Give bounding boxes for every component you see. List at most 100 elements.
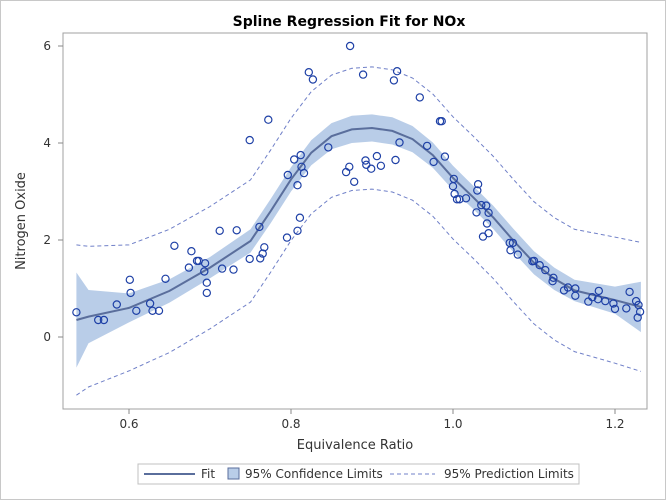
data-point <box>99 315 109 325</box>
y-tick-label: 4 <box>43 136 51 150</box>
x-tick-label: 0.8 <box>281 417 300 431</box>
data-point <box>200 259 210 268</box>
data-point <box>508 238 518 248</box>
data-point <box>472 208 481 217</box>
data-point <box>358 70 368 79</box>
data-point <box>229 265 238 274</box>
data-point <box>296 150 305 160</box>
data-point <box>482 201 491 210</box>
data-point <box>200 267 209 276</box>
data-point <box>588 293 597 302</box>
fit-line <box>76 126 642 321</box>
data-point <box>202 288 211 298</box>
x-axis-label: Equivalence Ratio <box>297 438 414 453</box>
data-point <box>437 116 446 126</box>
data-point <box>440 152 450 161</box>
data-point <box>93 315 103 325</box>
data-point <box>260 243 269 252</box>
data-point <box>112 300 122 309</box>
data-point <box>571 291 580 300</box>
data-point <box>506 245 515 255</box>
data-point <box>391 155 400 165</box>
data-point <box>473 186 482 195</box>
data-point <box>482 219 492 228</box>
data-point <box>389 76 399 85</box>
y-tick-label: 2 <box>43 233 51 247</box>
legend: Fit 95% Confidence Limits 95% Prediction… <box>137 463 580 485</box>
data-point <box>477 200 486 210</box>
data-point <box>324 143 333 152</box>
data-point <box>448 181 458 191</box>
data-point <box>367 164 376 173</box>
data-point <box>283 170 292 180</box>
data-point <box>217 264 227 273</box>
data-point <box>461 194 471 203</box>
data-point <box>308 75 318 84</box>
data-point <box>202 278 211 287</box>
upper-prediction-limit <box>76 66 642 247</box>
x-tick-label: 1.0 <box>443 417 462 431</box>
data-point <box>282 233 292 242</box>
x-tick-label: 0.6 <box>119 417 138 431</box>
data-point <box>161 274 170 283</box>
x-tick-label: 1.2 <box>605 417 624 431</box>
data-point <box>622 304 631 313</box>
data-point <box>392 66 402 76</box>
data-point <box>529 256 539 266</box>
legend-confidence-swatch <box>227 467 240 480</box>
data-point <box>170 241 179 250</box>
data-point <box>548 277 557 286</box>
data-point <box>395 138 404 147</box>
data-point <box>450 189 459 199</box>
data-point <box>372 151 382 161</box>
data-point <box>295 213 305 222</box>
data-point <box>293 180 302 190</box>
chart-title: Spline Regression Fit for NOx <box>233 14 466 30</box>
y-tick-label: 0 <box>43 330 51 344</box>
data-point <box>609 299 618 308</box>
data-point <box>376 161 386 170</box>
data-point <box>633 313 642 322</box>
data-point <box>255 222 264 232</box>
data-point <box>345 41 355 51</box>
data-point <box>535 261 544 270</box>
legend-fit-label: Fit <box>201 467 215 481</box>
data-point <box>293 226 302 235</box>
data-point <box>187 246 196 256</box>
legend-prediction-label: 95% Prediction Limits <box>444 467 574 481</box>
data-point <box>245 135 254 145</box>
data-point <box>422 141 432 151</box>
legend-box <box>137 463 580 485</box>
data-point <box>549 273 558 282</box>
data-point <box>513 250 523 259</box>
data-point <box>148 306 157 315</box>
data-point <box>184 263 194 272</box>
data-point <box>132 306 141 315</box>
data-point <box>341 167 351 177</box>
data-point <box>245 254 254 264</box>
data-point <box>361 156 370 165</box>
data-point <box>256 254 265 263</box>
data-point <box>350 177 359 186</box>
legend-confidence-label: 95% Confidence Limits <box>245 467 383 481</box>
lower-prediction-limit <box>76 188 642 396</box>
data-point <box>154 306 164 315</box>
data-point <box>625 287 634 297</box>
data-point <box>299 168 309 178</box>
data-point <box>594 286 604 296</box>
data-point <box>541 265 550 275</box>
data-point <box>452 195 462 204</box>
data-point <box>429 157 438 167</box>
data-point <box>264 115 273 124</box>
data-point <box>232 226 241 235</box>
y-tick-label: 6 <box>43 39 51 53</box>
data-point <box>473 179 483 189</box>
data-point <box>478 232 488 241</box>
data-point <box>484 208 493 217</box>
data-point <box>215 226 224 235</box>
y-axis-label: Nitrogen Oxide <box>14 172 29 270</box>
plot-frame <box>62 32 648 410</box>
data-point <box>145 299 155 308</box>
